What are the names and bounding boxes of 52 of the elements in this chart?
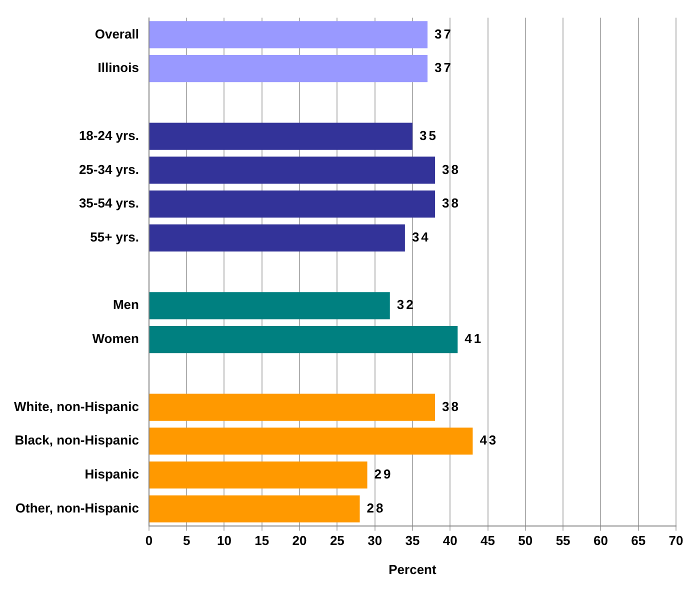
data-label: 35 — [419, 128, 438, 143]
bar — [149, 224, 405, 252]
y-tick-label: Illinois — [98, 60, 139, 76]
x-tick-label: 40 — [442, 533, 458, 548]
x-tick-label: 20 — [292, 533, 307, 548]
x-tick-label: 55 — [556, 533, 570, 548]
x-tick-label: 35 — [405, 533, 420, 548]
data-label: 38 — [442, 162, 461, 177]
data-label: 38 — [442, 196, 461, 211]
bar — [149, 326, 458, 354]
y-tick-label: Men — [112, 297, 139, 312]
x-tick-label: 50 — [518, 533, 533, 548]
x-tick-label: 60 — [593, 533, 608, 548]
y-tick-label: 35-54 yrs. — [78, 196, 139, 211]
y-tick-label: 25-34 yrs. — [78, 162, 139, 177]
data-label: 34 — [412, 230, 430, 245]
data-label: 32 — [396, 297, 416, 312]
bar — [149, 156, 436, 184]
x-tick-label: 25 — [330, 533, 344, 548]
y-tick-label: 18-24 yrs. — [78, 128, 139, 143]
y-tick-label: Overall — [94, 26, 139, 42]
y-tick-label: Women — [92, 331, 139, 346]
x-tick-label: 70 — [668, 533, 684, 548]
x-tick-label: 10 — [217, 533, 232, 548]
bar — [149, 292, 390, 320]
x-tick-label: 15 — [254, 533, 270, 548]
bar — [149, 428, 473, 455]
y-tick-label: 55+ yrs. — [90, 230, 139, 245]
data-label: 29 — [374, 466, 393, 482]
x-tick-label: 65 — [631, 533, 646, 548]
bar — [149, 122, 412, 150]
y-tick-label: White, non-Hispanic — [14, 398, 139, 414]
y-tick-label: Hispanic — [84, 466, 139, 482]
x-tick-label: 45 — [480, 533, 495, 548]
bar — [149, 21, 428, 48]
x-tick-label: 0 — [145, 533, 153, 548]
data-label: 37 — [434, 26, 453, 42]
data-label: 43 — [480, 432, 498, 448]
bar — [149, 190, 436, 218]
x-tick-label: 30 — [368, 533, 382, 548]
bar — [149, 55, 428, 82]
x-tick-label: 5 — [182, 533, 190, 548]
data-label: 28 — [366, 500, 386, 516]
data-label: 41 — [464, 331, 484, 346]
y-tick-label: Other, non-Hispanic — [15, 500, 139, 516]
data-label: 37 — [434, 60, 453, 76]
bar — [149, 461, 368, 489]
x-axis-title: Percent — [388, 562, 437, 577]
bar — [149, 394, 436, 421]
y-tick-label: Black, non-Hispanic — [14, 432, 139, 448]
data-label: 38 — [442, 398, 461, 414]
bar — [149, 495, 360, 522]
